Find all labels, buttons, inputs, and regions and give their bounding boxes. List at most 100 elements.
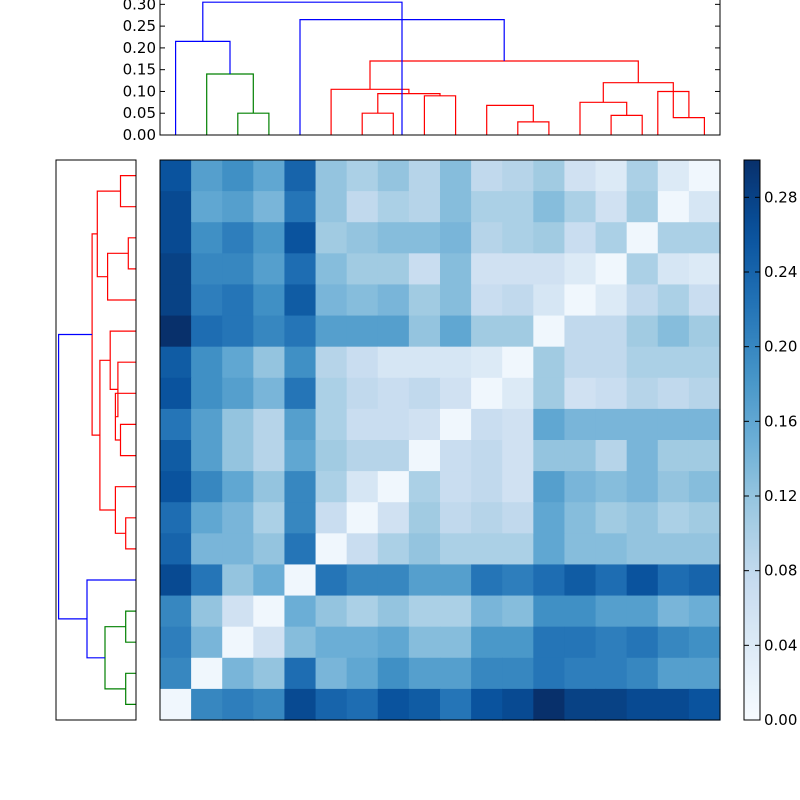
heatmap-cell	[502, 222, 534, 254]
heatmap-cell	[533, 408, 566, 441]
heatmap-cell	[191, 533, 223, 566]
heatmap-cell	[533, 564, 566, 597]
heatmap-cell	[160, 564, 192, 597]
heatmap-cell	[502, 440, 534, 472]
heatmap-cell	[191, 253, 223, 286]
heatmap-cell	[160, 253, 192, 286]
heatmap-cell	[377, 440, 410, 472]
heatmap-cell	[408, 222, 441, 254]
heatmap-cell	[191, 564, 223, 597]
heatmap-cell	[253, 191, 286, 223]
heatmap-cell	[315, 471, 348, 503]
heatmap-cell	[191, 688, 223, 721]
heatmap-cell	[564, 346, 597, 379]
top-dendrogram-link	[377, 93, 441, 114]
heatmap-cell	[346, 408, 379, 441]
heatmap-cell	[222, 688, 254, 721]
heatmap-cell	[346, 346, 379, 379]
heatmap-cell	[595, 222, 628, 254]
heatmap-cell	[564, 191, 597, 223]
heatmap-cell	[284, 253, 317, 286]
heatmap-cell	[657, 315, 690, 348]
top-dendrogram-link	[237, 112, 270, 135]
heatmap-cell	[408, 688, 441, 721]
heatmap-cell	[408, 626, 441, 659]
heatmap-cell	[564, 440, 597, 472]
heatmap-cell	[626, 564, 659, 597]
heatmap-cell	[315, 533, 348, 566]
heatmap-cell	[595, 564, 628, 597]
heatmap-cell	[688, 564, 721, 597]
heatmap-cell	[595, 408, 628, 441]
left-dendrogram-link	[104, 626, 126, 690]
heatmap-cell	[284, 377, 317, 410]
heatmap-cell	[160, 688, 192, 721]
top-dendrogram-link	[330, 88, 410, 135]
heatmap-cell	[315, 284, 348, 317]
heatmap	[159, 159, 721, 721]
top-dendrogram-ytick-label: 0.00	[123, 126, 156, 144]
heatmap-cell	[160, 160, 192, 192]
heatmap-cell	[595, 253, 628, 286]
heatmap-cell	[160, 626, 192, 659]
heatmap-cell	[191, 502, 223, 534]
heatmap-cell	[471, 502, 503, 534]
heatmap-cell	[657, 284, 690, 317]
heatmap-cell	[502, 346, 534, 379]
heatmap-cell	[688, 160, 721, 192]
colorbar-tick-label: 0.28	[764, 188, 797, 206]
heatmap-cell	[160, 595, 192, 628]
heatmap-cell	[533, 440, 566, 472]
heatmap-cell	[253, 533, 286, 566]
top-dendrogram-ytick-label: 0.25	[123, 17, 156, 35]
heatmap-cell	[626, 377, 659, 410]
heatmap-cell	[191, 346, 223, 379]
heatmap-cell	[284, 408, 317, 441]
heatmap-cell	[346, 377, 379, 410]
heatmap-cell	[564, 595, 597, 628]
heatmap-cell	[657, 160, 690, 192]
heatmap-cell	[595, 502, 628, 534]
left-dendrogram-link	[125, 672, 136, 705]
heatmap-cell	[440, 284, 472, 317]
heatmap-cell	[440, 440, 472, 472]
heatmap-cell	[408, 315, 441, 348]
heatmap-cell	[377, 377, 410, 410]
heatmap-cell	[284, 688, 317, 721]
heatmap-cell	[346, 657, 379, 690]
heatmap-cell	[471, 191, 503, 223]
heatmap-cell	[377, 222, 410, 254]
heatmap-cell	[688, 346, 721, 379]
heatmap-cell	[408, 408, 441, 441]
heatmap-cell	[440, 408, 472, 441]
heatmap-cell	[502, 377, 534, 410]
heatmap-cell	[284, 595, 317, 628]
heatmap-cell	[626, 533, 659, 566]
heatmap-cell	[408, 657, 441, 690]
heatmap-cell	[502, 284, 534, 317]
heatmap-cell	[408, 160, 441, 192]
heatmap-cell	[626, 626, 659, 659]
heatmap-cell	[377, 253, 410, 286]
top-dendrogram-link	[602, 82, 674, 103]
heatmap-cell	[222, 471, 254, 503]
heatmap-cell	[191, 657, 223, 690]
heatmap-cell	[471, 626, 503, 659]
heatmap-cell	[471, 284, 503, 317]
top-dendrogram-link	[206, 73, 254, 135]
heatmap-cell	[346, 502, 379, 534]
heatmap-cell	[408, 284, 441, 317]
heatmap-cell	[595, 657, 628, 690]
heatmap-cell	[440, 626, 472, 659]
heatmap-cell	[502, 160, 534, 192]
heatmap-cell	[564, 222, 597, 254]
heatmap-cell	[626, 284, 659, 317]
heatmap-cell	[315, 595, 348, 628]
heatmap-cell	[595, 377, 628, 410]
heatmap-cell	[408, 502, 441, 534]
heatmap-cell	[688, 315, 721, 348]
heatmap-cell	[595, 533, 628, 566]
heatmap-cell	[471, 160, 503, 192]
colorbar-bar	[743, 159, 761, 721]
heatmap-cell	[253, 346, 286, 379]
